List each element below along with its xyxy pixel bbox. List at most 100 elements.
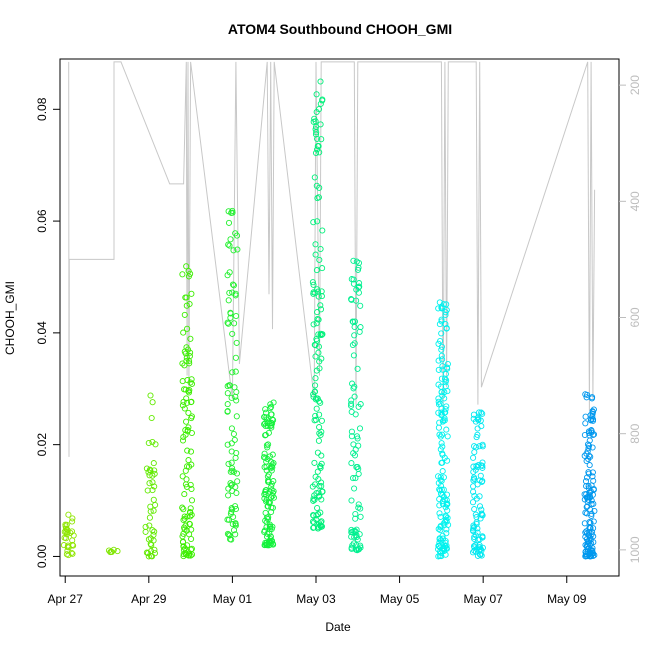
data-point — [444, 388, 451, 395]
data-point — [586, 524, 593, 531]
data-point — [587, 535, 594, 542]
data-point — [265, 441, 272, 448]
data-point — [268, 537, 276, 545]
data-point — [352, 528, 359, 535]
data-point — [318, 452, 325, 459]
data-point — [267, 401, 274, 408]
data-point — [143, 465, 150, 472]
data-point — [184, 427, 191, 434]
data-point — [443, 301, 450, 308]
data-point — [232, 531, 239, 538]
data-point — [226, 289, 233, 296]
data-point — [310, 497, 317, 504]
data-point — [436, 536, 443, 543]
data-point — [442, 539, 449, 546]
data-point — [582, 391, 589, 398]
data-point — [225, 241, 232, 248]
data-point — [590, 477, 597, 484]
data-point — [437, 527, 444, 534]
data-point — [357, 324, 364, 331]
data-point — [267, 465, 274, 472]
data-point — [181, 513, 188, 520]
data-point — [229, 467, 236, 474]
flight-series-6 — [260, 399, 277, 549]
data-point — [183, 302, 190, 309]
x-axis: Apr 27 Apr 29 May 01 May 03 May 05 May 07 May … — [48, 575, 587, 606]
data-point — [187, 379, 194, 386]
data-point — [185, 267, 192, 275]
data-point — [261, 542, 268, 549]
data-point — [265, 429, 272, 436]
y-axis: 0.00 0.02 0.04 0.06 0.08 — [35, 97, 60, 568]
x-tick-label: May 07 — [463, 592, 503, 606]
data-point — [228, 425, 235, 432]
data-point — [186, 353, 193, 360]
data-point — [186, 521, 193, 528]
data-point — [476, 536, 483, 543]
data-point — [226, 269, 233, 276]
data-point — [233, 312, 240, 320]
data-point — [317, 302, 324, 309]
data-point — [225, 460, 232, 467]
data-point — [435, 366, 442, 373]
data-point — [356, 280, 363, 287]
data-point — [588, 497, 595, 504]
data-point — [476, 542, 483, 549]
data-point — [310, 281, 317, 288]
data-point — [471, 523, 478, 531]
data-point — [438, 431, 446, 438]
data-point — [145, 439, 152, 447]
data-point — [180, 433, 187, 441]
data-point — [470, 477, 477, 484]
data-point — [349, 318, 356, 325]
data-point — [270, 399, 277, 406]
data-points-layer — [60, 78, 598, 560]
data-point — [478, 511, 485, 518]
y-axis-title: CHOOH_GMI — [3, 281, 17, 355]
data-point — [151, 546, 158, 553]
data-point — [179, 533, 186, 540]
data-point — [318, 136, 325, 143]
data-point — [268, 508, 275, 516]
data-point — [268, 504, 275, 511]
data-point — [436, 543, 443, 550]
data-point — [583, 491, 590, 498]
data-point — [317, 306, 325, 313]
data-point — [478, 423, 485, 430]
data-point — [312, 118, 319, 125]
data-point — [311, 341, 318, 348]
data-point — [443, 530, 450, 537]
data-point — [435, 409, 442, 416]
data-point — [180, 546, 187, 554]
data-point — [228, 505, 235, 512]
data-point — [438, 346, 445, 353]
data-point — [352, 475, 359, 482]
data-point — [587, 453, 594, 460]
data-point — [230, 468, 237, 475]
data-point — [311, 481, 319, 488]
data-point — [352, 510, 359, 518]
data-point — [311, 388, 319, 395]
data-point — [311, 496, 318, 503]
data-point — [188, 545, 195, 552]
data-point — [582, 548, 589, 555]
data-point — [584, 448, 591, 455]
data-point — [476, 409, 483, 416]
data-point — [188, 413, 195, 420]
data-point — [582, 413, 589, 420]
data-point — [438, 318, 445, 325]
data-point — [442, 383, 449, 390]
data-point — [316, 424, 323, 431]
data-point — [476, 503, 484, 510]
data-point — [586, 462, 593, 469]
data-point — [148, 414, 155, 422]
data-point — [225, 297, 232, 304]
data-point — [233, 339, 240, 346]
data-point — [349, 341, 356, 349]
data-point — [318, 479, 325, 486]
data-point — [142, 523, 149, 530]
data-point — [438, 486, 445, 493]
data-point — [313, 367, 320, 374]
data-point — [438, 459, 445, 466]
data-point — [348, 497, 355, 504]
